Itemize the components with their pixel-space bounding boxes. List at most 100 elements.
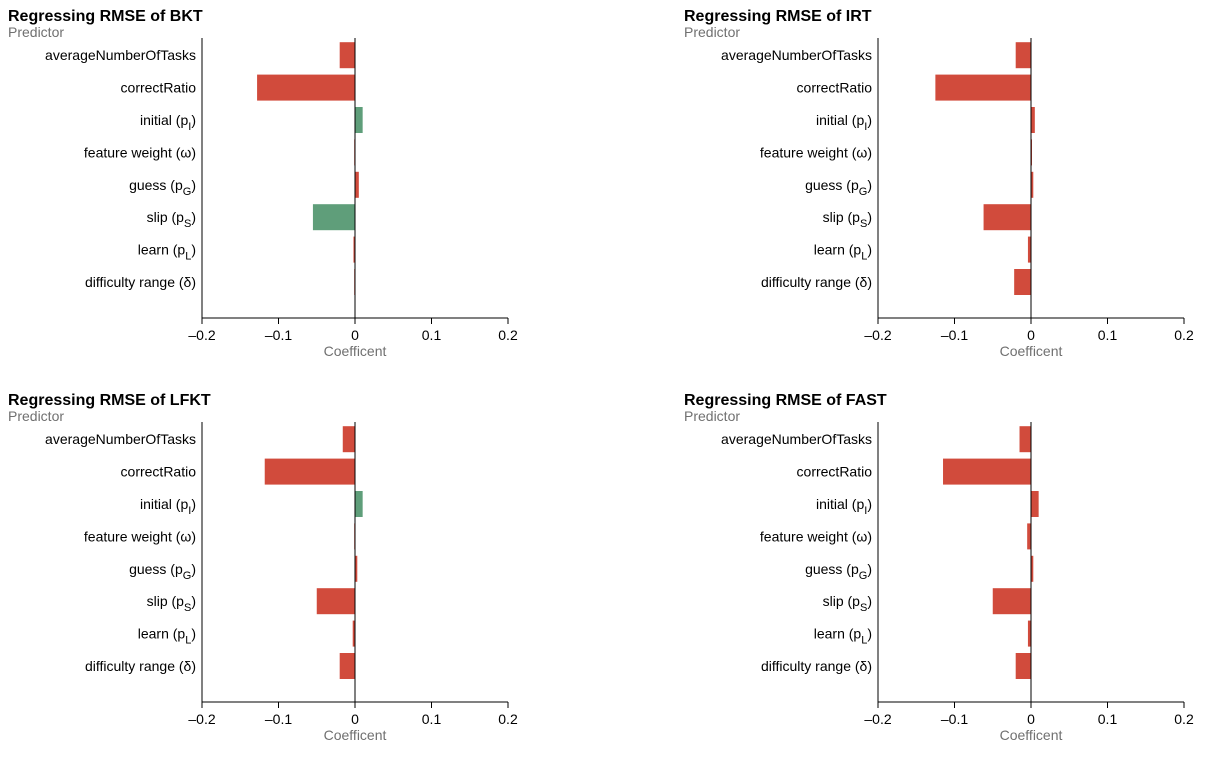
x-tick-label: –0.1 [941,711,968,727]
category-label: guess (pG) [129,561,196,582]
x-tick-label: –0.2 [864,327,891,343]
bar [355,491,363,517]
category-label: slip (pS) [823,593,872,614]
chart-panel-lfkt: Regressing RMSE of LFKT Predictor averag… [8,392,568,762]
category-label: feature weight (ω) [84,144,196,160]
category-label: slip (pS) [147,209,196,230]
bar [943,458,1031,485]
category-label: correctRatio [797,464,873,480]
bar [312,204,355,231]
bar [1031,491,1039,517]
bar [1031,555,1034,582]
y-axis-label: Predictor [8,408,65,424]
category-label: difficulty range (δ) [85,274,196,290]
bar [353,236,355,263]
category-label: feature weight (ω) [760,144,872,160]
category-label: learn (pL) [814,242,872,263]
x-tick-label: –0.1 [265,327,292,343]
category-label: initial (pI) [140,112,196,133]
category-label: learn (pL) [814,626,872,647]
bar-chart: averageNumberOfTasks correctRatio initial … [45,422,518,727]
bar [1031,171,1034,198]
chart-title: Regressing RMSE of FAST [684,392,887,409]
x-axis-label: Coefficent [323,727,387,743]
category-label: difficulty range (δ) [85,658,196,674]
bar [992,588,1031,615]
category-label: averageNumberOfTasks [721,47,872,63]
x-tick-label: 0.2 [498,711,518,727]
x-tick-label: 0.2 [1174,711,1194,727]
category-label: correctRatio [121,464,197,480]
x-axis-label: Coefficent [999,343,1063,359]
bar [1027,620,1031,647]
category-label: slip (pS) [823,209,872,230]
bar [935,74,1031,101]
bar [1019,426,1031,453]
bar [342,426,355,453]
category-label: feature weight (ω) [84,528,196,544]
bar [264,458,355,485]
x-tick-label: 0 [351,327,359,343]
category-label: guess (pG) [805,561,872,582]
chart-panel-irt: Regressing RMSE of IRT Predictor average… [684,8,1205,378]
x-tick-label: 0.1 [1098,711,1118,727]
bar [316,588,355,615]
chart-panel-fast: Regressing RMSE of FAST Predictor averag… [684,392,1205,762]
bar [1015,42,1031,69]
bar [983,204,1031,231]
category-label: feature weight (ω) [760,528,872,544]
bar [257,74,355,101]
category-label: guess (pG) [805,177,872,198]
x-tick-label: 0 [351,711,359,727]
x-axis-label: Coefficent [323,343,387,359]
category-label: initial (pI) [816,496,872,517]
category-label: initial (pI) [816,112,872,133]
y-axis-label: Predictor [684,24,741,40]
bar [1027,523,1031,550]
x-tick-label: 0 [1027,327,1035,343]
bar [1014,269,1031,295]
bar [355,107,363,133]
category-label: initial (pI) [140,496,196,517]
x-tick-label: –0.2 [188,711,215,727]
category-label: slip (pS) [147,593,196,614]
bar [1015,653,1031,679]
category-label: correctRatio [121,80,197,96]
bar [355,555,358,582]
y-axis-label: Predictor [8,24,65,40]
x-tick-label: 0.2 [1174,327,1194,343]
chart-title: Regressing RMSE of IRT [684,8,872,25]
bar [339,42,355,69]
category-label: correctRatio [797,80,873,96]
x-tick-label: –0.1 [941,327,968,343]
x-tick-label: –0.2 [188,327,215,343]
x-tick-label: –0.1 [265,711,292,727]
chart-title: Regressing RMSE of BKT [8,8,203,25]
category-label: averageNumberOfTasks [45,431,196,447]
category-label: averageNumberOfTasks [45,47,196,63]
category-label: learn (pL) [138,242,196,263]
bar [355,171,359,198]
bar-chart: averageNumberOfTasks correctRatio initial … [45,38,518,343]
x-tick-label: 0.1 [422,327,442,343]
category-label: difficulty range (δ) [761,658,872,674]
bar [352,620,355,647]
chart-panel-bkt: Regressing RMSE of BKT Predictor average… [8,8,568,378]
category-label: guess (pG) [129,177,196,198]
bar [1027,236,1031,263]
x-tick-label: –0.2 [864,711,891,727]
category-label: averageNumberOfTasks [721,431,872,447]
x-tick-label: 0 [1027,711,1035,727]
bar [339,653,355,679]
bar-chart: averageNumberOfTasks correctRatio initial … [721,38,1194,343]
category-label: difficulty range (δ) [761,274,872,290]
x-tick-label: 0.1 [1098,327,1118,343]
chart-title: Regressing RMSE of LFKT [8,392,211,409]
x-tick-label: 0.1 [422,711,442,727]
category-label: learn (pL) [138,626,196,647]
bar [1031,107,1035,133]
x-axis-label: Coefficent [999,727,1063,743]
x-tick-label: 0.2 [498,327,518,343]
bar-chart: averageNumberOfTasks correctRatio initial … [721,422,1194,727]
y-axis-label: Predictor [684,408,741,424]
